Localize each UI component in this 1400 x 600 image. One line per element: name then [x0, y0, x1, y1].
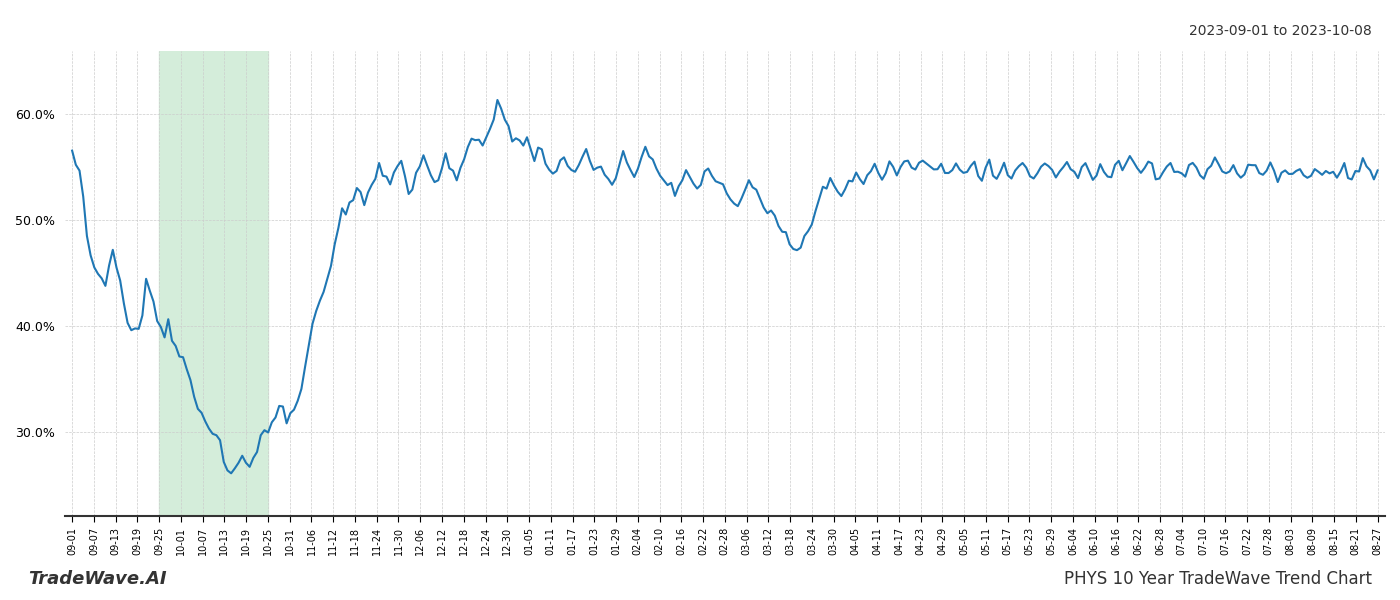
Bar [160, 51, 267, 516]
Text: 2023-09-01 to 2023-10-08: 2023-09-01 to 2023-10-08 [1189, 24, 1372, 38]
Text: TradeWave.AI: TradeWave.AI [28, 570, 167, 588]
Text: PHYS 10 Year TradeWave Trend Chart: PHYS 10 Year TradeWave Trend Chart [1064, 570, 1372, 588]
